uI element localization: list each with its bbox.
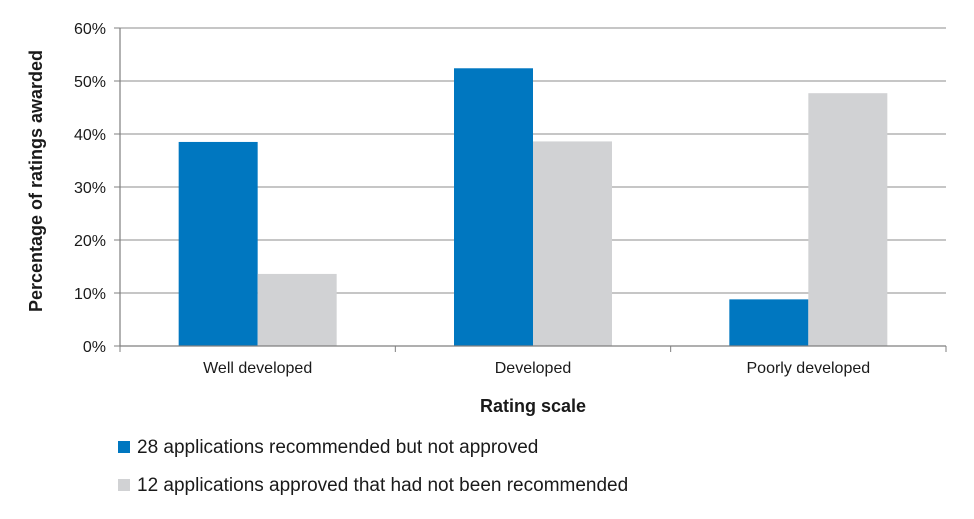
- y-tick-labels: 0% 10% 20% 30% 40% 50% 60%: [74, 21, 106, 356]
- legend-label: 12 applications approved that had not be…: [137, 475, 628, 496]
- x-tick-label: Well developed: [203, 360, 312, 377]
- y-tick-label: 60%: [74, 21, 106, 38]
- bar-series-1-well-developed: [178, 141, 258, 346]
- bar-series-1-poorly-developed: [729, 299, 809, 346]
- legend-swatch: [118, 441, 130, 453]
- x-tick-labels: Well developed Developed Poorly developed: [203, 360, 870, 377]
- y-tick-label: 20%: [74, 233, 106, 250]
- y-tick-label: 30%: [74, 180, 106, 197]
- bar-series-2-poorly-developed: [808, 93, 888, 346]
- legend-swatch: [118, 479, 130, 491]
- x-tick-label: Developed: [495, 360, 572, 377]
- bars: [178, 68, 888, 346]
- axes: [114, 27, 947, 352]
- x-axis-title: Rating scale: [480, 396, 586, 416]
- bar-series-2-developed: [533, 141, 612, 346]
- legend: 28 applications recommended but not appr…: [118, 437, 628, 496]
- y-tick-label: 40%: [74, 127, 106, 144]
- y-tick-label: 50%: [74, 74, 106, 91]
- bar-series-2-well-developed: [257, 273, 337, 346]
- y-axis-title: Percentage of ratings awarded: [26, 50, 46, 312]
- y-tick-label: 10%: [74, 286, 106, 303]
- bar-series-1-developed: [454, 68, 533, 346]
- legend-label: 28 applications recommended but not appr…: [137, 437, 538, 458]
- x-tick-label: Poorly developed: [747, 360, 871, 377]
- y-tick-label: 0%: [83, 339, 106, 356]
